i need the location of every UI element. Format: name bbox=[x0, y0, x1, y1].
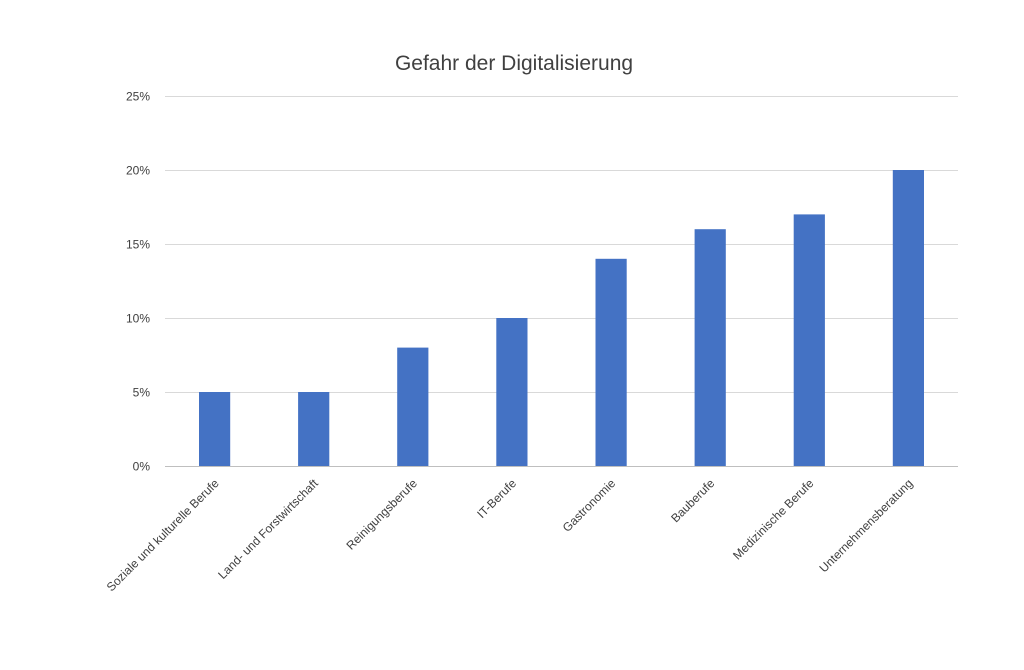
x-category-label: IT-Berufe bbox=[474, 476, 519, 521]
x-category-label: Bauberufe bbox=[668, 476, 717, 525]
bar bbox=[892, 170, 924, 466]
bar bbox=[496, 318, 528, 466]
bar bbox=[793, 214, 825, 466]
bar bbox=[694, 229, 726, 466]
y-axis-ticks: 0% 5% 10% 15% 20% 25% bbox=[126, 90, 150, 474]
x-category-label: Gastronomie bbox=[560, 476, 619, 535]
x-category-label: Unternehmensberatung bbox=[816, 476, 915, 575]
y-tick-label: 15% bbox=[126, 238, 150, 252]
gridlines bbox=[165, 96, 958, 467]
x-category-label: Reinigungsberufe bbox=[344, 476, 421, 553]
bars bbox=[199, 170, 924, 466]
bar bbox=[397, 347, 429, 466]
bar bbox=[199, 392, 231, 466]
x-category-label: Land- und Forstwirtschaft bbox=[215, 476, 321, 582]
y-tick-label: 0% bbox=[133, 460, 151, 474]
y-tick-label: 25% bbox=[126, 90, 150, 104]
x-category-label: Soziale und kulturelle Berufe bbox=[104, 476, 222, 594]
bar bbox=[595, 258, 627, 466]
chart-title: Gefahr der Digitalisierung bbox=[395, 52, 633, 75]
bar bbox=[298, 392, 330, 466]
y-tick-label: 5% bbox=[133, 386, 151, 400]
y-tick-label: 10% bbox=[126, 312, 150, 326]
x-category-label: Medizinische Berufe bbox=[730, 476, 817, 563]
y-tick-label: 20% bbox=[126, 164, 150, 178]
